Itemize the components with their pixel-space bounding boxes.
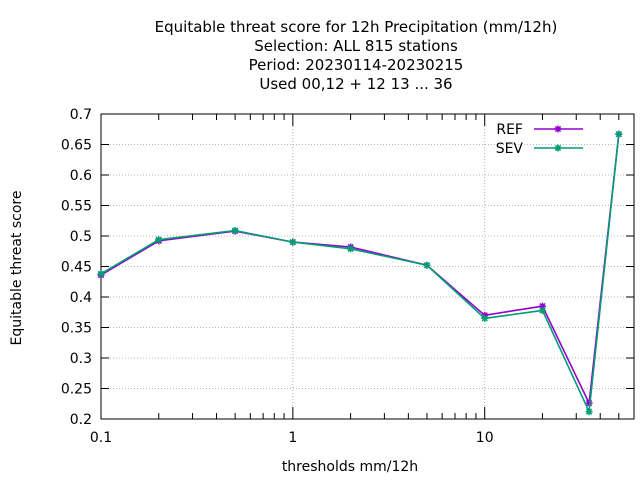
y-tick-label: 0.6 — [70, 168, 92, 184]
series-sev — [97, 130, 623, 416]
title-line-3: Period: 20230114-20230215 — [249, 56, 464, 74]
y-axis-label: Equitable threat score — [9, 191, 25, 346]
data-point — [347, 245, 355, 253]
x-tick-label: 1 — [288, 430, 297, 446]
series-ref — [97, 130, 623, 407]
x-axis-label: thresholds mm/12h — [282, 459, 418, 475]
y-tick-label: 0.55 — [61, 199, 92, 215]
legend-marker-ref — [554, 125, 562, 133]
y-tick-label: 0.7 — [70, 107, 92, 123]
y-tick-label: 0.45 — [61, 260, 92, 276]
y-tick-label: 0.65 — [61, 138, 92, 154]
x-tick-label: 0.1 — [90, 430, 112, 446]
chart-title: Equitable threat score for 12h Precipita… — [155, 18, 558, 93]
marker-dot — [586, 409, 592, 414]
marker-dot — [424, 263, 430, 268]
legend-label-sev: SEV — [496, 141, 524, 157]
marker-dot — [555, 145, 561, 151]
series — [97, 130, 623, 416]
title-line-4: Used 00,12 + 12 13 ... 36 — [259, 75, 452, 93]
data-point — [585, 408, 593, 416]
y-tick-label: 0.3 — [70, 351, 92, 367]
y-tick-label: 0.35 — [61, 321, 92, 337]
ticks: 0.2 0.25 0.3 0.35 0.4 0.45 0.5 0.55 0.6 0.65 0.7 0.… — [61, 107, 634, 446]
marker-dot — [290, 239, 296, 245]
marker-dot — [555, 126, 561, 132]
data-point — [538, 306, 546, 314]
marker-dot — [482, 316, 487, 321]
marker-dot — [232, 228, 238, 233]
y-tick-label: 0.2 — [70, 412, 92, 428]
data-point — [615, 130, 623, 138]
x-tick-label: 10 — [476, 430, 494, 446]
marker-dot — [348, 246, 353, 252]
series-line — [100, 134, 620, 407]
data-point — [155, 236, 163, 244]
marker-dot — [540, 303, 545, 309]
data-point — [97, 270, 105, 278]
marker-dot — [98, 271, 104, 277]
legend: REF SEV — [496, 122, 583, 157]
series-line — [100, 134, 620, 415]
title-line-1: Equitable threat score for 12h Precipita… — [155, 18, 558, 36]
data-point — [423, 261, 431, 269]
data-point — [231, 227, 239, 235]
data-point — [289, 238, 297, 246]
legend-marker-sev — [554, 144, 562, 152]
legend-label-ref: REF — [496, 122, 523, 138]
marker-dot — [616, 131, 622, 137]
title-line-2: Selection: ALL 815 stations — [254, 37, 458, 55]
marker-dot — [156, 237, 161, 242]
marker-dot — [540, 308, 545, 313]
grid — [101, 114, 634, 419]
plot-border — [100, 113, 635, 420]
y-tick-label: 0.4 — [70, 290, 92, 306]
y-tick-label: 0.5 — [70, 229, 92, 245]
data-point — [481, 314, 489, 322]
y-tick-label: 0.25 — [61, 382, 92, 398]
